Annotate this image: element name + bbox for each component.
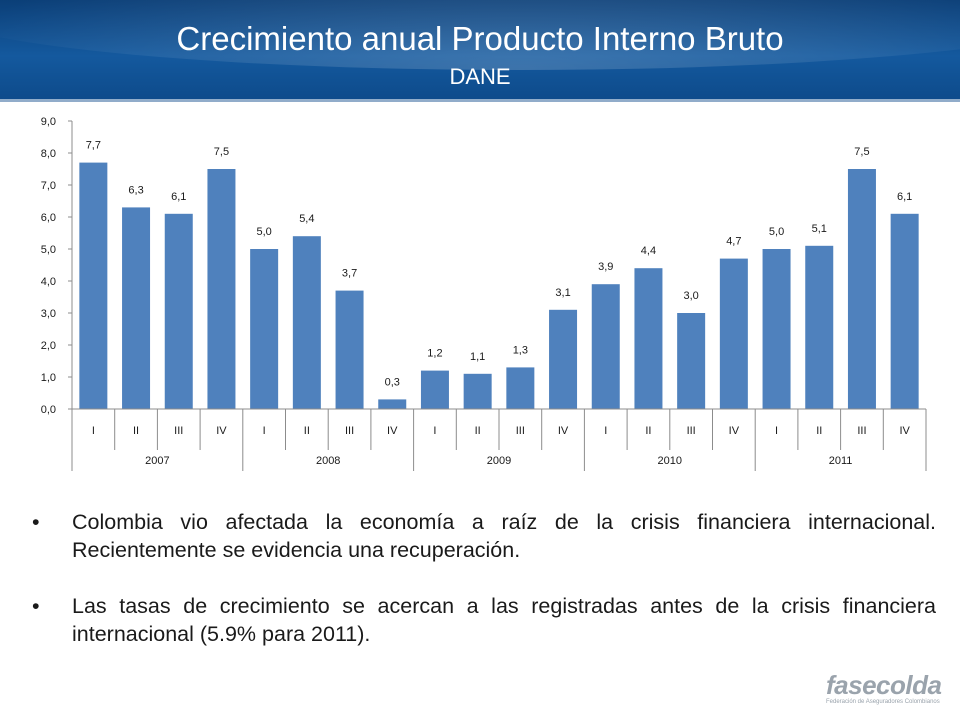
bar xyxy=(335,290,364,409)
bar-data-label: 6,3 xyxy=(128,184,143,196)
bullet-dot: • xyxy=(32,594,40,618)
x-category-label: III xyxy=(174,425,183,437)
bullet-list: • Colombia vio afectada la economía a ra… xyxy=(32,508,936,676)
banner-divider xyxy=(0,99,960,102)
bar xyxy=(719,258,748,409)
logo-wordmark: fasecolda xyxy=(826,670,942,700)
bar xyxy=(805,245,834,409)
bullet-text: Las tasas de crecimiento se acercan a la… xyxy=(72,594,936,646)
x-category-label: II xyxy=(475,425,481,437)
bar xyxy=(506,367,535,409)
x-category-label: III xyxy=(516,425,525,437)
slide-title: Crecimiento anual Producto Interno Bruto xyxy=(176,20,784,57)
x-group-label: 2007 xyxy=(145,455,169,467)
bar-data-label: 1,2 xyxy=(427,348,442,360)
bullet-item: • Colombia vio afectada la economía a ra… xyxy=(32,508,936,564)
bar xyxy=(420,370,449,409)
bar-data-label: 5,0 xyxy=(769,226,784,238)
y-tick-label: 3,0 xyxy=(41,308,56,320)
bar xyxy=(378,399,407,409)
y-tick-label: 9,0 xyxy=(41,116,56,128)
fasecolda-logo: fasecolda Federación de Aseguradores Col… xyxy=(826,670,942,716)
title-banner: Crecimiento anual Producto Interno Bruto… xyxy=(0,0,960,102)
logo-tagline: Federación de Aseguradores Colombianos xyxy=(826,699,940,705)
x-category-label: III xyxy=(345,425,354,437)
bar-data-label: 4,4 xyxy=(641,245,656,257)
y-tick-label: 0,0 xyxy=(41,404,56,416)
bar xyxy=(677,313,706,409)
bar-data-label: 0,3 xyxy=(385,376,400,388)
bar-data-label: 3,0 xyxy=(684,290,699,302)
bar-data-label: 7,5 xyxy=(854,146,869,158)
bar xyxy=(122,207,151,409)
x-category-label: IV xyxy=(387,425,398,437)
bar xyxy=(207,169,236,409)
gdp-growth-bar-chart: 0,0 1,0 2,0 3,0 4,0 5,0 6,0 7,0 8,0 9,0 7,7 6,3 6,1 7… xyxy=(41,116,927,471)
x-category-label: I xyxy=(92,425,95,437)
bar xyxy=(634,268,663,409)
bar-data-label: 5,1 xyxy=(812,223,827,235)
bar-data-label: 4,7 xyxy=(726,236,741,248)
bar xyxy=(549,309,578,409)
bar xyxy=(250,249,279,409)
bar-data-label: 6,1 xyxy=(897,191,912,203)
y-tick-label: 6,0 xyxy=(41,212,56,224)
bar-data-label: 7,7 xyxy=(86,140,101,152)
x-category-label: II xyxy=(304,425,310,437)
bar xyxy=(762,249,791,409)
x-category-label: II xyxy=(816,425,822,437)
bar xyxy=(463,373,492,409)
bar-data-label: 5,0 xyxy=(257,226,272,238)
x-category-label: IV xyxy=(729,425,740,437)
x-category-label: III xyxy=(687,425,696,437)
x-category-label: III xyxy=(857,425,866,437)
y-tick-label: 4,0 xyxy=(41,276,56,288)
bullet-item: • Las tasas de crecimiento se acercan a … xyxy=(32,592,936,648)
y-tick-label: 5,0 xyxy=(41,244,56,256)
x-group-label: 2008 xyxy=(316,455,340,467)
slide-subtitle: DANE xyxy=(449,64,511,89)
bar-data-label: 3,9 xyxy=(598,261,613,273)
bar-data-label: 3,7 xyxy=(342,268,357,280)
bar-data-label: 1,3 xyxy=(513,344,528,356)
y-tick-label: 8,0 xyxy=(41,148,56,160)
x-category-label: I xyxy=(604,425,607,437)
x-category-label: II xyxy=(133,425,139,437)
bullet-dot: • xyxy=(32,510,40,534)
x-category-label: IV xyxy=(558,425,569,437)
bar-data-label: 6,1 xyxy=(171,191,186,203)
bar xyxy=(79,162,108,409)
bar xyxy=(847,169,876,409)
x-category-label: II xyxy=(645,425,651,437)
x-group-label: 2009 xyxy=(487,455,511,467)
y-tick-label: 2,0 xyxy=(41,340,56,352)
x-group-label: 2011 xyxy=(829,455,853,467)
x-category-label: I xyxy=(263,425,266,437)
y-tick-label: 7,0 xyxy=(41,180,56,192)
bar xyxy=(292,236,321,409)
x-category-label: IV xyxy=(899,425,910,437)
x-category-label: I xyxy=(775,425,778,437)
bar-data-label: 3,1 xyxy=(555,287,570,299)
bar-data-label: 1,1 xyxy=(470,351,485,363)
x-category-label: I xyxy=(433,425,436,437)
x-group-label: 2010 xyxy=(658,455,682,467)
bar xyxy=(890,213,919,409)
x-category-label: IV xyxy=(216,425,227,437)
bar-data-label: 7,5 xyxy=(214,146,229,158)
bullet-text: Colombia vio afectada la economía a raíz… xyxy=(72,510,936,562)
bar xyxy=(164,213,193,409)
bar-data-label: 5,4 xyxy=(299,213,314,225)
y-tick-label: 1,0 xyxy=(41,372,56,384)
bar xyxy=(591,284,620,409)
